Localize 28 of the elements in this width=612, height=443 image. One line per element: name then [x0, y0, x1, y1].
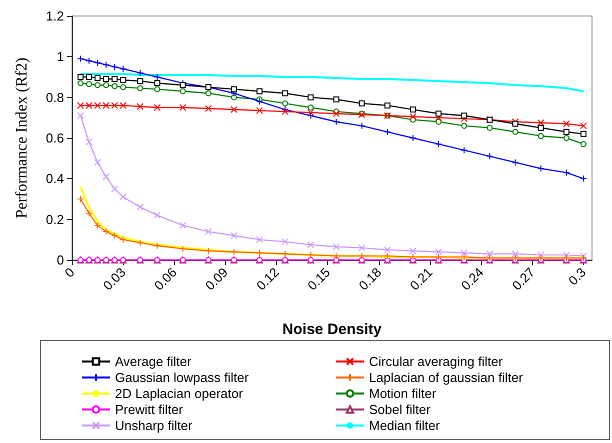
x-axis-title: Noise Density	[282, 321, 382, 338]
x-tick-label: 0.12	[253, 264, 282, 294]
x-tick-label: 0.03	[100, 264, 128, 294]
y-tick-label: 0	[56, 252, 64, 268]
x-tick-label: 0.21	[406, 264, 436, 294]
x-tick-label: 0.15	[304, 264, 334, 294]
y-axis-title: Performance Index (Rf2)	[14, 58, 30, 218]
legend-label: Laplacian of gaussian filter	[369, 370, 524, 385]
x-tick-label: 0.18	[356, 264, 384, 294]
y-tick-label: 0.4	[46, 171, 64, 186]
y-tick-label: 1.2	[46, 8, 64, 24]
y-tick-label: 0.6	[46, 130, 64, 146]
x-tick-label: 0.24	[458, 264, 486, 294]
y-tick-label: 1	[56, 49, 64, 64]
x-tick-label: 0.06	[151, 264, 180, 294]
x-tick-label: 0.3	[565, 264, 589, 288]
y-tick-label: 0.8	[46, 90, 64, 105]
legend-label: Median filter	[369, 418, 440, 433]
legend-label: Prewitt filter	[115, 402, 184, 417]
legend-label: Unsharp filter	[115, 418, 193, 433]
legend-label: Sobel filter	[369, 402, 432, 417]
legend-label: Average filter	[115, 354, 192, 369]
x-tick-label: 0.09	[202, 264, 231, 294]
y-tick-label: 0.2	[46, 212, 64, 227]
legend-label: 2D Laplacian operator	[115, 386, 244, 401]
legend-label: Circular averaging filter	[369, 354, 504, 369]
legend-label: Gaussian lowpass filter	[115, 370, 250, 385]
legend-label: Motion filter	[369, 386, 437, 401]
